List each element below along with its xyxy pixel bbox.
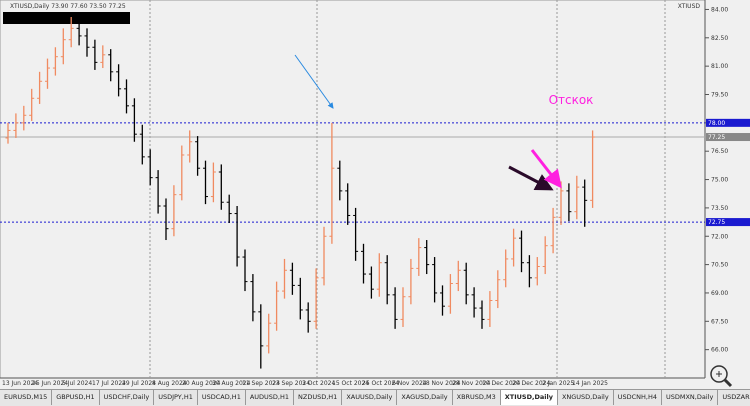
- window-title: XTIUSD,Daily 73.90 77.60 73.50 77.25: [10, 3, 126, 10]
- x-tick-label: 29 Jul 2024: [122, 380, 156, 387]
- tab[interactable]: USDMXN,Daily: [662, 390, 719, 405]
- tab[interactable]: XNGUSD,Daily: [558, 390, 614, 405]
- level-label: 72.75: [708, 219, 725, 226]
- annotation: Отскок: [549, 93, 594, 107]
- x-tick-label: 3 Oct 2024: [302, 380, 335, 387]
- chart-window: XTIUSD,Daily 73.90 77.60 73.50 77.25 XTI…: [0, 0, 750, 389]
- tab[interactable]: USDCAD,H1: [198, 390, 246, 405]
- x-tick-label: 25 Oct 2024: [362, 380, 399, 387]
- zoom-icon[interactable]: [710, 365, 733, 388]
- price-axis: [705, 0, 750, 389]
- y-tick-label: 76.50: [711, 148, 728, 155]
- tab[interactable]: XAUUSD,Daily: [342, 390, 398, 405]
- tab[interactable]: XTIUSD,Daily: [500, 390, 558, 405]
- tab[interactable]: XBRUSD,M3: [453, 390, 501, 405]
- marks: 66.00 67.50 69.00 70.50 72.00 73.50 75.00 76.50…: [0, 6, 750, 387]
- black-box: [3, 12, 130, 24]
- x-tick-label: 18 Nov 2024: [422, 380, 461, 387]
- arrow: [530, 149, 562, 189]
- x-tick-label: 28 Nov 2024: [452, 380, 491, 387]
- x-tick-label: 13 Jun 2024: [2, 380, 38, 387]
- y-tick-label: 73.50: [711, 205, 728, 212]
- tab[interactable]: USDCHF,Daily: [100, 390, 155, 405]
- corner-label: XTIUSD: [678, 3, 701, 10]
- arrow: [294, 54, 334, 109]
- y-tick-label: 69.00: [711, 290, 728, 297]
- current-box: [706, 133, 750, 142]
- level-box: [706, 118, 750, 127]
- x-tick-label: 11 Sep 2024: [242, 380, 280, 387]
- y-tick-label: 84.00: [711, 6, 728, 13]
- y-tick-label: 72.00: [711, 233, 728, 240]
- x-tick-label: 25 Jun 2024: [32, 380, 68, 387]
- tab[interactable]: AUDUSD,H1: [246, 390, 295, 405]
- tab[interactable]: USDCNH,H4: [614, 390, 662, 405]
- x-tick-label: 20 Aug 2024: [182, 380, 221, 387]
- level-label: 78.00: [708, 120, 725, 127]
- tab[interactable]: USDJPY,H1: [154, 390, 198, 405]
- y-tick-label: 67.50: [711, 318, 728, 325]
- x-tick-label: 17 Jul 2024: [92, 380, 126, 387]
- x-tick-label: 30 Aug 2024: [212, 380, 251, 387]
- level-box: [706, 218, 750, 227]
- tab[interactable]: GBPUSD,H1: [52, 390, 100, 405]
- tab-bar: EURUSD,M15 GBPUSD,H1 USDCHF,Daily USDJPY,H1…: [0, 389, 750, 406]
- x-tick-label: 6 Nov 2024: [392, 380, 427, 387]
- x-tick-label: 20 Dec 2024: [512, 380, 551, 387]
- y-tick-label: 79.50: [711, 92, 728, 99]
- x-tick-label: 14 Jan 2025: [572, 380, 608, 387]
- tab[interactable]: USDZAR,Daily: [718, 390, 750, 405]
- y-tick-label: 81.00: [711, 63, 728, 70]
- y-tick-label: 66.00: [711, 347, 728, 354]
- x-tick-label: 23 Sep 2024: [272, 380, 310, 387]
- tab[interactable]: NZDUSD,H1: [294, 390, 343, 405]
- plot-area: [0, 0, 706, 379]
- x-tick-label: 10 Dec 2024: [482, 380, 521, 387]
- tab[interactable]: EURUSD,M15: [0, 390, 53, 405]
- x-tick-label: 15 Oct 2024: [332, 380, 369, 387]
- separators: [149, 0, 666, 378]
- y-tick-label: 75.00: [711, 177, 728, 184]
- x-tick-label: 2 Jan 2025: [542, 380, 574, 387]
- y-tick-label: 82.50: [711, 35, 728, 42]
- x-tick-label: 5 Jul 2024: [62, 380, 92, 387]
- current-label: 77.25: [708, 134, 725, 141]
- tab[interactable]: XAGUSD,Daily: [397, 390, 453, 405]
- y-tick-label: 70.50: [711, 262, 728, 269]
- x-tick-label: 8 Aug 2024: [152, 380, 187, 387]
